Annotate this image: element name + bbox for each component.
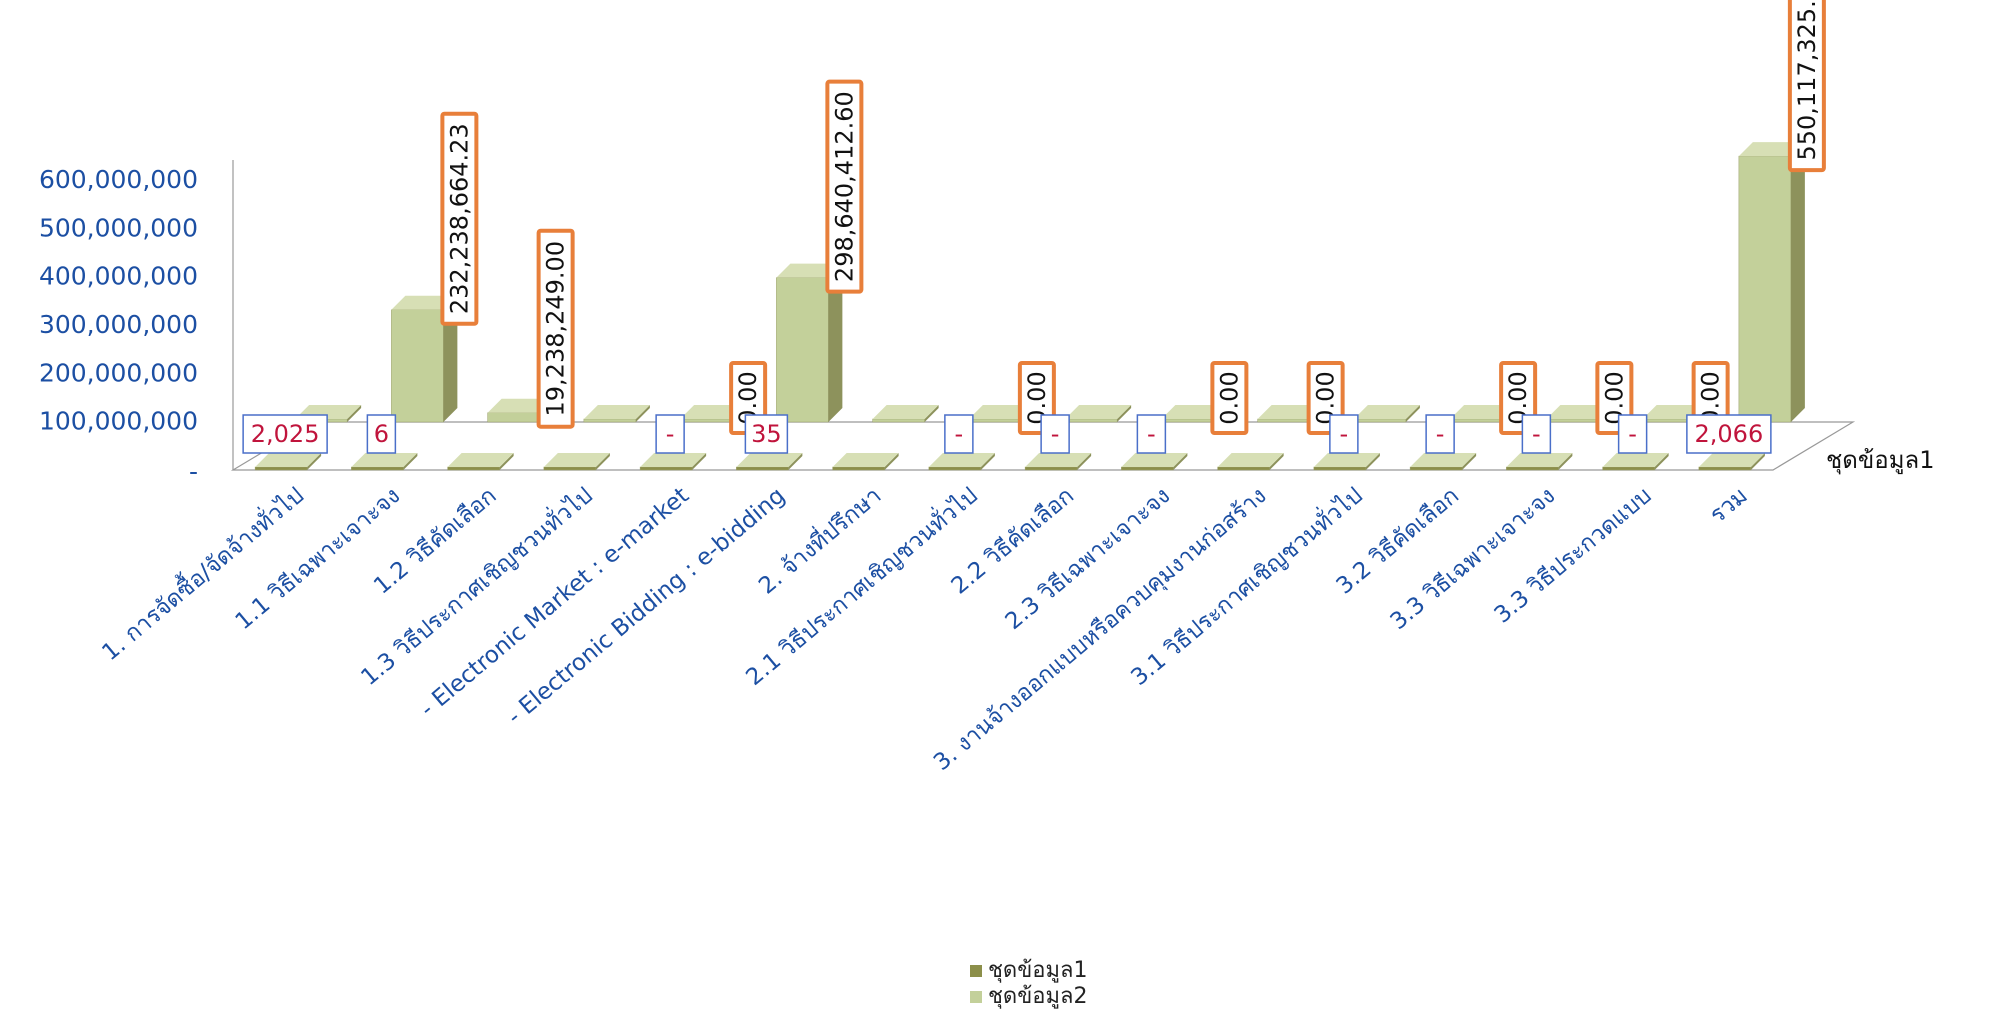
bar-series1-10	[1217, 453, 1284, 471]
svg-text:35: 35	[751, 420, 782, 448]
data-label-series1-0: 2,025	[242, 414, 328, 454]
bar-series2-11	[1353, 405, 1420, 423]
svg-text:298,640,412.60: 298,640,412.60	[830, 91, 858, 282]
data-label-series1-9: -	[1136, 414, 1167, 454]
y-axis: 600,000,000 500,000,000 400,000,000 300,000…	[39, 160, 234, 486]
svg-text:6: 6	[374, 420, 389, 448]
svg-text:-: -	[1147, 420, 1156, 448]
y-tick-label: 100,000,000	[39, 407, 198, 436]
bar-series2-15	[1738, 142, 1805, 423]
x-tick-label: 2.3 วิธีเฉพาะเจาะจง	[1001, 483, 1176, 635]
svg-text:232,238,664.23: 232,238,664.23	[445, 123, 473, 314]
data-label-series2-5: 298,640,412.60	[825, 79, 864, 294]
svg-text:-: -	[1436, 420, 1445, 448]
y-tick-label: -	[189, 457, 198, 486]
data-labels: 2,025 6 232,238,664.23 19,238,249.00 - 0.00 35…	[242, 0, 1826, 454]
svg-text:19,238,249.00: 19,238,249.00	[542, 241, 570, 417]
bar-series1-14	[1602, 453, 1669, 471]
bar-series1-8	[1024, 453, 1092, 471]
bar-series2-1	[391, 295, 458, 423]
data-label-series2-15: 550,117,325.83	[1787, 0, 1826, 173]
data-label-series1-11: -	[1329, 414, 1359, 454]
data-label-series1-13: -	[1521, 414, 1552, 454]
legend-label-series2: ชุดข้อมูล2	[988, 984, 1088, 1009]
svg-text:2,066: 2,066	[1695, 420, 1764, 448]
data-label-series1-8: -	[1040, 414, 1070, 454]
data-label-series1-1: 6	[366, 414, 397, 454]
data-label-series1-5: 35	[744, 414, 789, 454]
bar-series1-4	[639, 453, 707, 471]
legend: ชุดข้อมูล1 ชุดข้อมูล2	[970, 958, 1087, 1010]
data-label-series1-14: -	[1617, 414, 1648, 454]
x-tick-label: 3.3 วิธีเฉพาะเจาะจง	[1386, 483, 1561, 635]
bar-series1-3	[543, 453, 610, 471]
x-tick-label: 3. งานจ้างออกแบบหรือควบคุมงานก่อสร้าง	[929, 483, 1271, 776]
data-label-series1-4: -	[655, 414, 685, 454]
bar-series1-5	[736, 453, 803, 471]
data-label-series2-2: 19,238,249.00	[536, 228, 575, 429]
bar-series1-0	[254, 453, 322, 471]
x-tick-label: 3.3 วิธีประกวดแบบ	[1490, 483, 1657, 629]
svg-text:-: -	[666, 420, 675, 448]
legend-swatch-series1	[970, 965, 982, 977]
x-tick-label: 1.1 วิธีเฉพาะเจาะจง	[231, 483, 406, 635]
y-tick-label: 200,000,000	[39, 358, 198, 387]
bar-series2-3	[583, 405, 650, 423]
bar-series1-6	[832, 453, 899, 471]
legend-swatch-series2	[970, 991, 982, 1003]
bar-series1-9	[1121, 453, 1188, 471]
bar-series2-8	[1064, 405, 1132, 423]
data-label-series1-15: 2,066	[1686, 414, 1772, 454]
data-label-series2-9: 0.00	[1210, 361, 1249, 435]
bar-series1-15	[1698, 453, 1765, 471]
data-label-series1-7: -	[944, 414, 974, 454]
y-tick-label: 600,000,000	[39, 165, 198, 194]
svg-text:0.00: 0.00	[1215, 371, 1243, 424]
bar-series1-13	[1506, 453, 1573, 471]
data-label-series2-1: 232,238,664.23	[440, 111, 479, 326]
svg-text:-: -	[1340, 420, 1349, 448]
svg-text:-: -	[1628, 420, 1637, 448]
data-label-series1-12: -	[1425, 414, 1455, 454]
legend-item-series1: ชุดข้อมูล1	[970, 958, 1087, 984]
y-tick-label: 400,000,000	[39, 262, 198, 291]
bar-series1-7	[928, 453, 995, 471]
y-tick-label: 500,000,000	[39, 213, 198, 242]
legend-item-series2: ชุดข้อมูล2	[970, 984, 1087, 1010]
legend-label-series1: ชุดข้อมูล1	[988, 958, 1088, 983]
svg-text:550,117,325.83: 550,117,325.83	[1793, 0, 1821, 161]
bar-series1-1	[351, 453, 418, 471]
x-tick-label: รวม	[1705, 483, 1753, 529]
bar-series2-6	[872, 405, 939, 423]
svg-text:2,025: 2,025	[251, 420, 320, 448]
svg-text:-: -	[955, 420, 964, 448]
bar-series1-11	[1313, 453, 1380, 471]
depth-axis-label: ชุดข้อมูล1	[1826, 446, 1935, 475]
x-tick-label: 1. การจัดซื้อ/จัดจ้างทั่วไป	[95, 480, 309, 666]
bar-series2-5	[776, 263, 843, 423]
svg-text:-: -	[1051, 420, 1060, 448]
bar-series1-12	[1409, 453, 1477, 471]
y-tick-label: 300,000,000	[39, 310, 198, 339]
svg-text:-: -	[1532, 420, 1541, 448]
bar-series1-2	[447, 453, 514, 471]
